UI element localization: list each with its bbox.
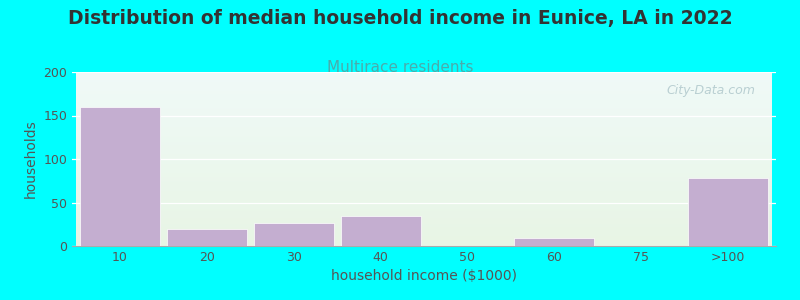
Bar — [514, 238, 594, 246]
Bar — [341, 215, 421, 246]
Text: Multirace residents: Multirace residents — [326, 60, 474, 75]
Text: City-Data.com: City-Data.com — [666, 84, 755, 97]
Bar — [80, 107, 160, 246]
X-axis label: household income ($1000): household income ($1000) — [331, 269, 517, 284]
Bar — [254, 224, 334, 246]
Bar — [688, 178, 768, 246]
Text: Distribution of median household income in Eunice, LA in 2022: Distribution of median household income … — [68, 9, 732, 28]
Bar — [166, 229, 246, 246]
Y-axis label: households: households — [24, 120, 38, 198]
